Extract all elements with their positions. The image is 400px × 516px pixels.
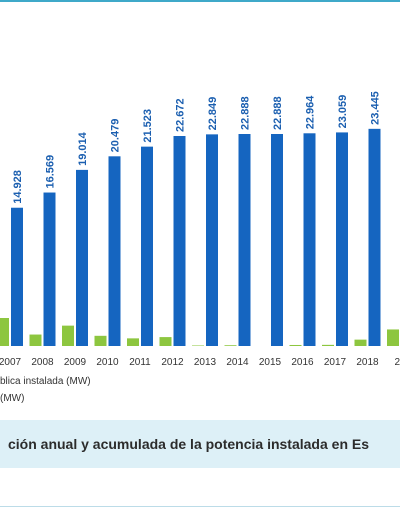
bar-cumulative-2015	[271, 134, 283, 346]
data-label-2008: 16.569	[45, 155, 57, 189]
bar-cumulative-2012	[173, 136, 186, 346]
bar-annual-2010	[94, 335, 107, 346]
bar-annual-2007	[0, 318, 9, 346]
tick-label-2016: 2016	[291, 357, 314, 368]
bar-annual-2008	[29, 334, 42, 346]
tick-label-2011: 2011	[129, 357, 151, 368]
data-label-2018: 23.445	[370, 91, 382, 125]
bar-annual-20	[387, 329, 399, 346]
tick-label-2014: 2014	[226, 357, 249, 368]
bottom-border	[0, 506, 400, 507]
tick-label-2010: 2010	[96, 357, 119, 368]
tick-label-2018: 2018	[356, 357, 379, 368]
bar-cumulative-2016	[303, 133, 316, 346]
annual-series	[0, 318, 399, 346]
data-labels: 14.928 16.569 19.014 20.479 21.523 22.672 22.8…	[12, 91, 382, 204]
data-label-2014: 22.888	[240, 96, 252, 130]
bar-annual-2009	[62, 325, 74, 346]
bar-annual-2011	[127, 338, 139, 346]
bar-cumulative-2008	[43, 192, 56, 346]
bar-cumulative-2011	[141, 146, 153, 346]
legend-entry-cumulative: (MW)	[0, 393, 25, 404]
legend-entry-annual: blica instalada (MW)	[0, 376, 91, 387]
data-label-2011: 21.523	[142, 109, 154, 143]
bar-annual-2018	[354, 339, 367, 346]
bar-annual-2012	[159, 337, 172, 346]
bar-cumulative-2010	[108, 156, 121, 346]
bar-annual-2017	[322, 344, 334, 346]
bar-annual-2013	[192, 345, 204, 346]
tick-label-2017: 2017	[324, 357, 347, 368]
x-axis-ticks: 2007 2008 2009 2010 2011 2012 2013 2014 2015 2016…	[0, 357, 400, 368]
data-label-2013: 22.849	[207, 97, 219, 131]
tick-label-20: 20	[394, 357, 400, 368]
tick-label-2012: 2012	[161, 357, 184, 368]
bar-cumulative-2013	[206, 134, 218, 346]
data-label-2009: 19.014	[77, 131, 89, 166]
data-label-2016: 22.964	[305, 95, 317, 130]
bar-cumulative-2017	[336, 132, 348, 346]
data-label-2012: 22.672	[175, 98, 187, 132]
bar-cumulative-2014	[238, 134, 251, 346]
data-label-2015: 22.888	[272, 96, 284, 130]
bar-cumulative-2009	[76, 169, 88, 346]
top-border	[0, 0, 400, 2]
figure-caption-box: ción anual y acumulada de la potencia in…	[0, 420, 400, 468]
bar-cumulative-2018	[368, 128, 381, 346]
cumulative-series	[11, 128, 381, 346]
data-label-2007: 14.928	[12, 170, 24, 204]
tick-label-2013: 2013	[194, 357, 217, 368]
data-label-2017: 23.059	[337, 95, 349, 129]
bar-annual-2016	[289, 344, 302, 346]
tick-label-2007: 2007	[0, 357, 22, 368]
bar-cumulative-2007	[11, 207, 23, 346]
tick-label-2009: 2009	[64, 357, 87, 368]
figure-caption: ción anual y acumulada de la potencia in…	[8, 436, 370, 452]
bar-annual-2014	[224, 345, 237, 346]
tick-label-2015: 2015	[259, 357, 282, 368]
data-label-2010: 20.479	[110, 119, 122, 153]
bar-chart: 14.928 16.569 19.014 20.479 21.523 22.672 22.8…	[0, 91, 400, 368]
tick-label-2008: 2008	[31, 357, 54, 368]
